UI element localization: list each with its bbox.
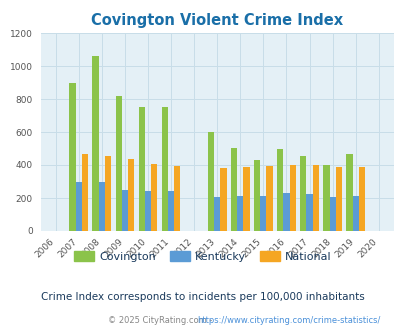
Bar xyxy=(283,193,289,231)
Bar xyxy=(220,168,226,231)
Bar xyxy=(352,195,358,231)
Bar xyxy=(104,156,111,231)
Bar xyxy=(81,154,88,231)
Bar xyxy=(213,197,220,231)
Bar xyxy=(128,159,134,231)
Bar xyxy=(138,107,145,231)
Bar xyxy=(322,165,329,231)
Text: © 2025 CityRating.com -: © 2025 CityRating.com - xyxy=(107,315,214,325)
Bar xyxy=(145,191,151,231)
Bar xyxy=(345,154,352,231)
Title: Covington Violent Crime Index: Covington Violent Crime Index xyxy=(91,13,342,28)
Bar xyxy=(329,197,335,231)
Bar xyxy=(358,168,364,231)
Bar xyxy=(266,166,272,231)
Bar xyxy=(207,132,213,231)
Bar xyxy=(299,156,306,231)
Bar xyxy=(122,190,128,231)
Bar xyxy=(260,195,266,231)
Bar xyxy=(306,194,312,231)
Bar xyxy=(151,164,157,231)
Bar xyxy=(69,82,75,231)
Bar xyxy=(115,96,122,231)
Bar xyxy=(92,56,98,231)
Bar xyxy=(289,165,295,231)
Bar xyxy=(230,148,237,231)
Bar xyxy=(174,166,180,231)
Text: https://www.cityrating.com/crime-statistics/: https://www.cityrating.com/crime-statist… xyxy=(196,315,379,325)
Legend: Covington, Kentucky, National: Covington, Kentucky, National xyxy=(70,247,335,267)
Bar xyxy=(312,165,318,231)
Text: Crime Index corresponds to incidents per 100,000 inhabitants: Crime Index corresponds to incidents per… xyxy=(41,292,364,302)
Bar xyxy=(277,149,283,231)
Bar xyxy=(161,107,168,231)
Bar xyxy=(168,191,174,231)
Bar xyxy=(75,182,82,231)
Bar xyxy=(98,182,104,231)
Text: © 2025 CityRating.com - https://www.cityrating.com/crime-statistics/: © 2025 CityRating.com - https://www.city… xyxy=(0,329,1,330)
Bar xyxy=(254,160,260,231)
Bar xyxy=(243,167,249,231)
Bar xyxy=(237,196,243,231)
Bar xyxy=(335,168,341,231)
